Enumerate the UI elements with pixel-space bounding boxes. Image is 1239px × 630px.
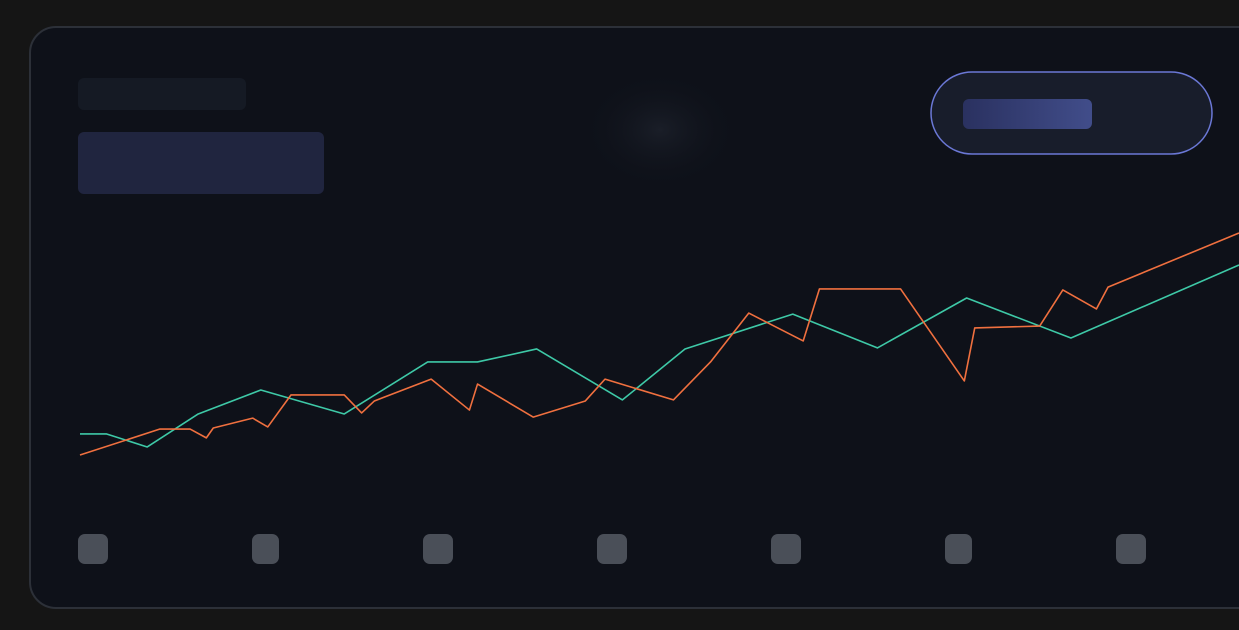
tick-skeleton — [771, 534, 801, 564]
series-line — [80, 264, 1239, 448]
tick-skeleton — [945, 534, 972, 564]
button-skeleton — [963, 99, 1092, 129]
tick-skeleton — [252, 534, 279, 564]
series-line — [79, 232, 1239, 456]
x-tick-skeletons — [78, 534, 1146, 564]
value-skeleton — [78, 132, 324, 194]
tick-skeleton — [423, 534, 453, 564]
tick-skeleton — [78, 534, 108, 564]
label-skeleton — [78, 78, 246, 110]
tick-skeleton — [597, 534, 627, 564]
glow — [580, 70, 740, 190]
tick-skeleton — [1116, 534, 1146, 564]
card — [29, 26, 1239, 609]
